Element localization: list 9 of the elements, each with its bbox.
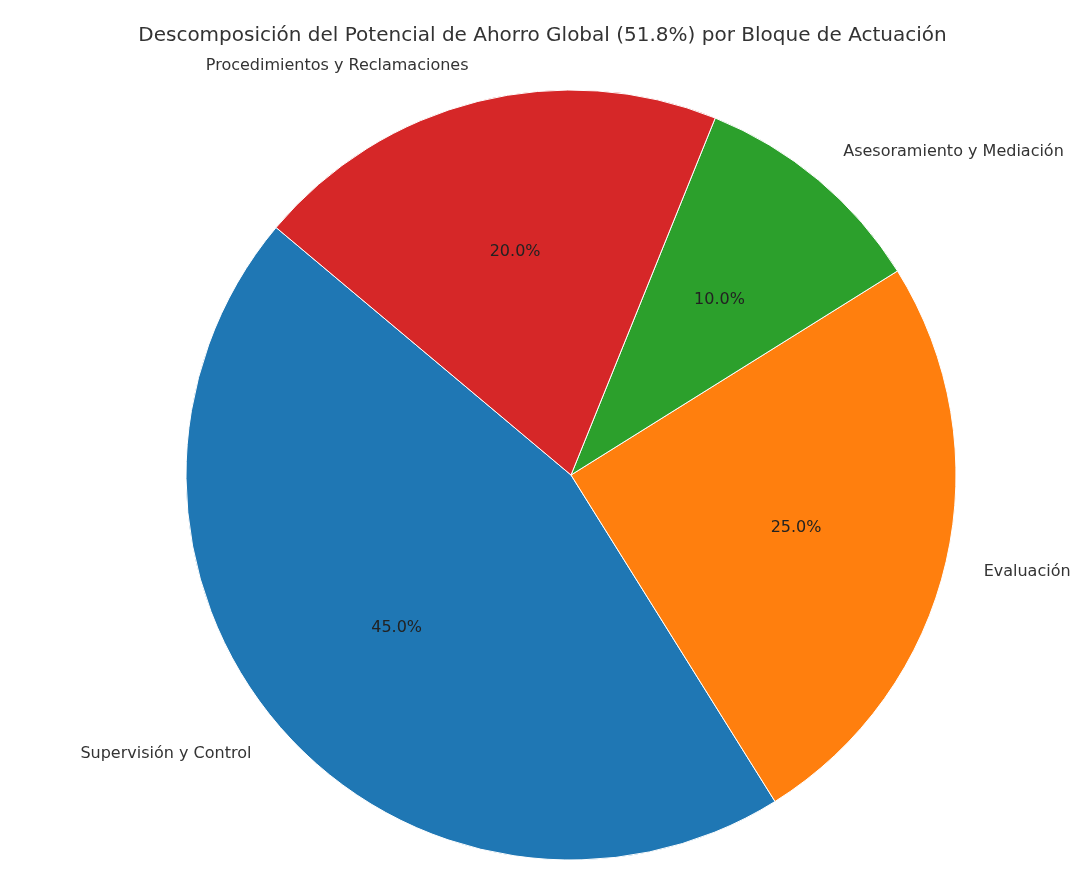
data-label: 10.0% — [694, 288, 745, 308]
data-label: 20.0% — [489, 241, 541, 261]
slice-label: Supervisión y Control — [80, 743, 252, 763]
data-label: 45.0% — [371, 617, 423, 637]
data-label: 25.0% — [770, 517, 822, 537]
chart-title: Descomposición del Potencial de Ahorro Global (51.8%) por Bloque de Actuación — [137, 22, 948, 46]
slice-label: Evaluación — [983, 560, 1071, 580]
slice-label: Asesoramiento y Mediación — [843, 141, 1064, 161]
slice-label: Procedimientos y Reclamaciones — [205, 54, 469, 74]
